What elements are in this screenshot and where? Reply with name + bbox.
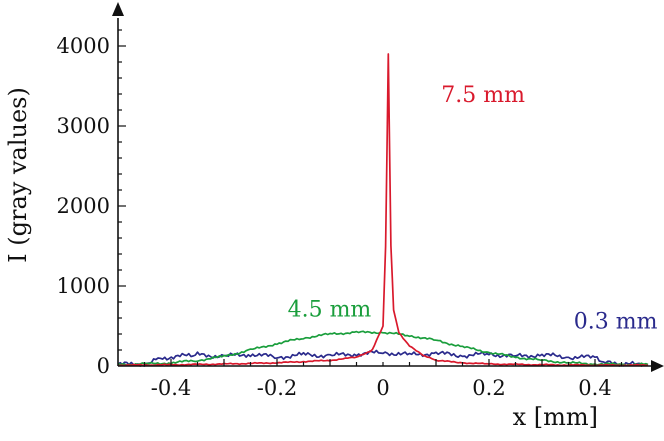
x-tick-label: 0.2 <box>472 376 505 400</box>
series-label-4-5-mm: 4.5 mm <box>288 297 372 322</box>
series-labels-group: 7.5 mm 4.5 mm 0.3 mm <box>288 83 658 334</box>
ticks-group: -0.4 -0.2 0 0.2 0.4 0 1000 2000 3000 4000 <box>57 29 623 400</box>
axes-group <box>112 2 664 372</box>
series-label-7-5-mm: 7.5 mm <box>441 83 525 108</box>
x-axis-arrowhead <box>651 360 664 372</box>
series-line-4-5-mm <box>117 330 649 367</box>
x-tick-label: 0 <box>376 376 389 400</box>
series-line-7-5-mm <box>117 53 649 367</box>
y-tick-label: 2000 <box>57 194 110 218</box>
y-axis-title: I (gray values) <box>4 87 32 263</box>
x-tick-label: -0.4 <box>151 376 192 400</box>
y-axis-arrowhead <box>112 2 124 16</box>
y-tick-label: 1000 <box>57 274 110 298</box>
series-group <box>117 53 649 367</box>
y-tick-label: 4000 <box>57 34 110 58</box>
y-tick-label: 3000 <box>57 114 110 138</box>
y-tick-label: 0 <box>97 354 110 378</box>
series-line-0-3-mm <box>117 349 649 367</box>
x-tick-label: -0.2 <box>257 376 298 400</box>
x-axis-title: x [mm] <box>513 403 598 431</box>
series-label-0-3-mm: 0.3 mm <box>574 309 658 334</box>
x-tick-label: 0.4 <box>578 376 611 400</box>
